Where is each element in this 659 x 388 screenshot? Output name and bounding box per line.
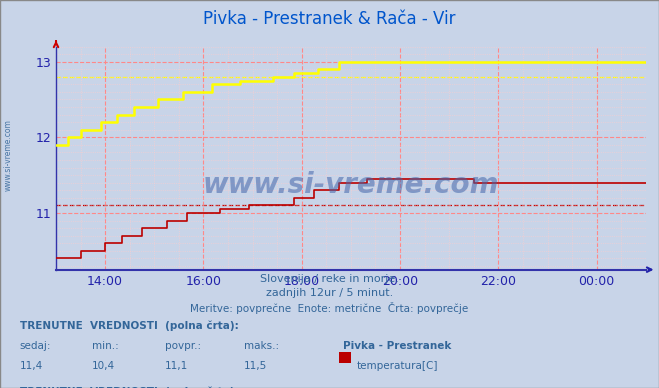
Text: 11,5: 11,5	[244, 361, 267, 371]
Text: min.:: min.:	[92, 341, 119, 351]
Text: www.si-vreme.com: www.si-vreme.com	[203, 171, 499, 199]
Text: maks.:: maks.:	[244, 341, 279, 351]
Text: TRENUTNE  VREDNOSTI  (polna črta):: TRENUTNE VREDNOSTI (polna črta):	[20, 320, 239, 331]
Text: 10,4: 10,4	[92, 361, 115, 371]
Text: sedaj:: sedaj:	[20, 341, 51, 351]
Text: Slovenija / reke in morje.: Slovenija / reke in morje.	[260, 274, 399, 284]
Text: Pivka - Prestranek: Pivka - Prestranek	[343, 341, 451, 351]
Text: Meritve: povprečne  Enote: metrične  Črta: povprečje: Meritve: povprečne Enote: metrične Črta:…	[190, 302, 469, 314]
Text: TRENUTNE  VREDNOSTI  (polna črta):: TRENUTNE VREDNOSTI (polna črta):	[20, 386, 239, 388]
Text: 11,4: 11,4	[20, 361, 43, 371]
Text: temperatura[C]: temperatura[C]	[357, 361, 439, 371]
Text: www.si-vreme.com: www.si-vreme.com	[3, 119, 13, 191]
Text: Pivka - Prestranek & Rača - Vir: Pivka - Prestranek & Rača - Vir	[203, 10, 456, 28]
Text: 11,1: 11,1	[165, 361, 188, 371]
Text: zadnjih 12ur / 5 minut.: zadnjih 12ur / 5 minut.	[266, 288, 393, 298]
Text: povpr.:: povpr.:	[165, 341, 201, 351]
